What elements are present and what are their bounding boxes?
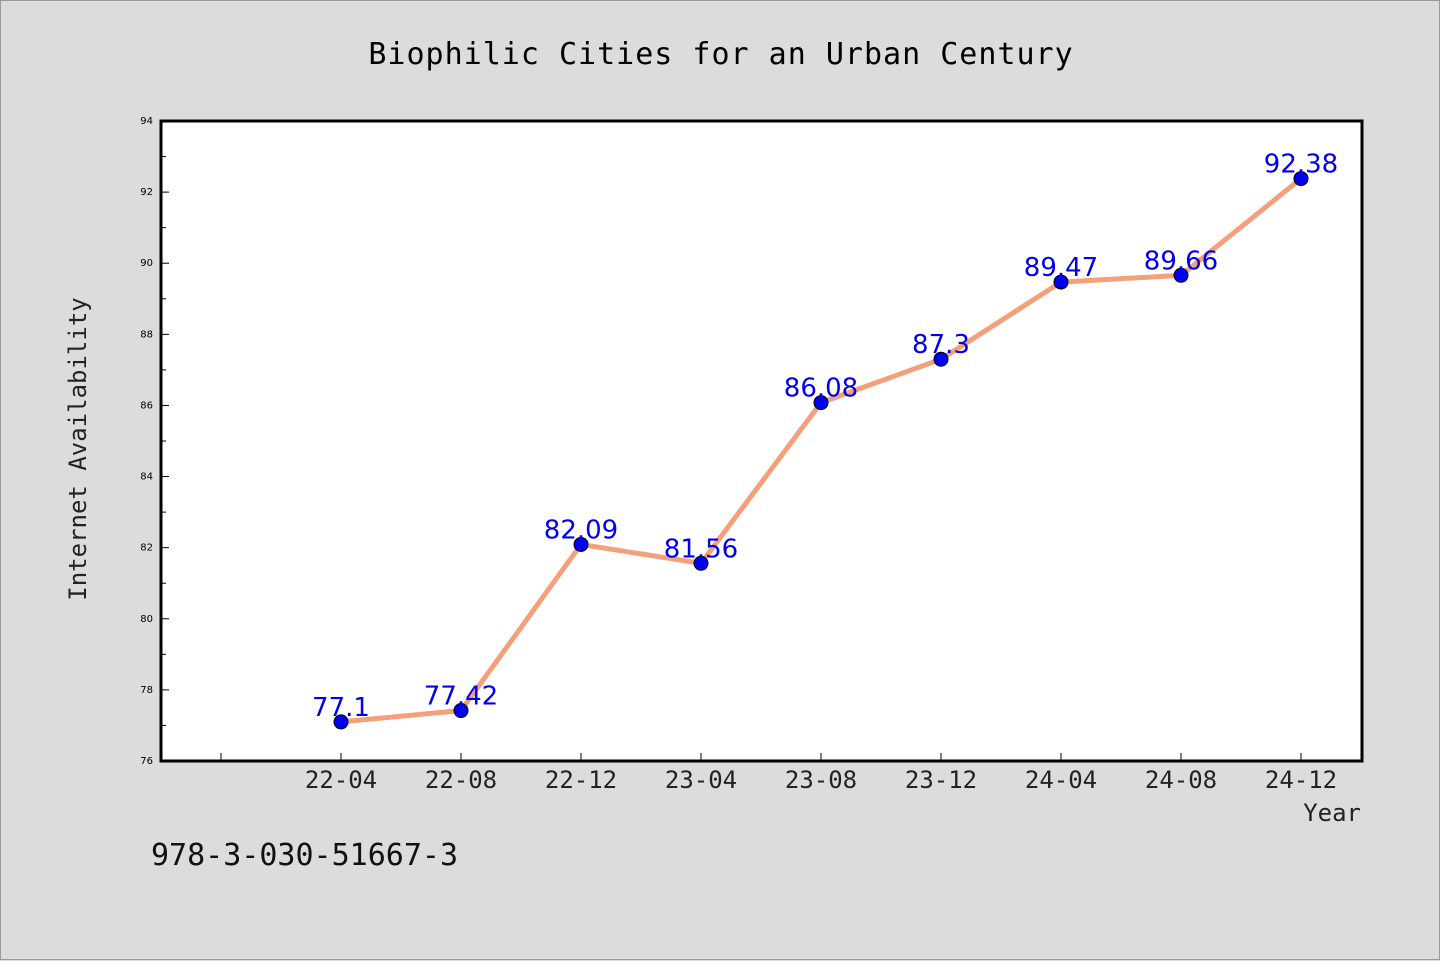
x-tick-label: 23-08 — [785, 766, 857, 794]
x-tick-label: 24-12 — [1265, 766, 1337, 794]
data-label: 89.66 — [1144, 246, 1218, 276]
x-axis-label: Year — [1303, 799, 1361, 827]
data-label: 89.47 — [1024, 253, 1098, 283]
y-tick-label: 84 — [140, 472, 153, 483]
chart-title: Biophilic Cities for an Urban Century — [368, 37, 1073, 72]
data-point — [933, 351, 949, 367]
y-tick-label: 82 — [140, 543, 153, 554]
plot-area — [159, 119, 1364, 763]
data-label: 82.09 — [544, 515, 618, 545]
data-point — [693, 555, 709, 571]
y-tick-label: 80 — [140, 614, 153, 625]
x-tick-label: 22-04 — [305, 766, 377, 794]
data-point — [1173, 267, 1189, 283]
y-tick-label: 90 — [140, 258, 153, 269]
y-tick-label: 76 — [140, 756, 153, 767]
data-point — [1053, 274, 1069, 290]
data-label: 86.08 — [784, 374, 858, 404]
data-label: 81.56 — [664, 534, 738, 564]
x-tick-label: 24-04 — [1025, 766, 1097, 794]
x-axis: 22-04 22-08 22-12 23-04 23-08 23-12 24-04 24-08… — [220, 753, 1337, 794]
data-label: 77.42 — [424, 682, 498, 712]
x-tick-label: 22-12 — [545, 766, 617, 794]
x-tick-label: 23-12 — [905, 766, 977, 794]
y-axis: 76 78 80 82 84 86 88 90 92 94 — [140, 116, 169, 767]
data-series: 77.1 77.42 82.09 81.56 86.08 87.3 89.47 89.66 92… — [312, 150, 1338, 730]
y-tick-label: 88 — [140, 329, 153, 340]
data-point — [573, 536, 589, 552]
data-label: 87.3 — [912, 330, 970, 360]
data-point — [1293, 171, 1309, 187]
data-point — [813, 395, 829, 411]
y-tick-label: 92 — [140, 187, 153, 198]
y-tick-label: 86 — [140, 400, 153, 411]
y-tick-label: 94 — [140, 116, 153, 127]
x-tick-label: 22-08 — [425, 766, 497, 794]
data-point — [333, 714, 349, 730]
footnote-isbn: 978-3-030-51667-3 — [151, 838, 458, 873]
y-tick-label: 78 — [140, 685, 153, 696]
x-tick-label: 24-08 — [1145, 766, 1217, 794]
data-label: 77.1 — [312, 693, 370, 723]
y-axis-label: Internet Availability — [64, 297, 92, 600]
data-label: 92.38 — [1264, 150, 1338, 180]
x-tick-label: 23-04 — [665, 766, 737, 794]
data-point — [453, 703, 469, 719]
